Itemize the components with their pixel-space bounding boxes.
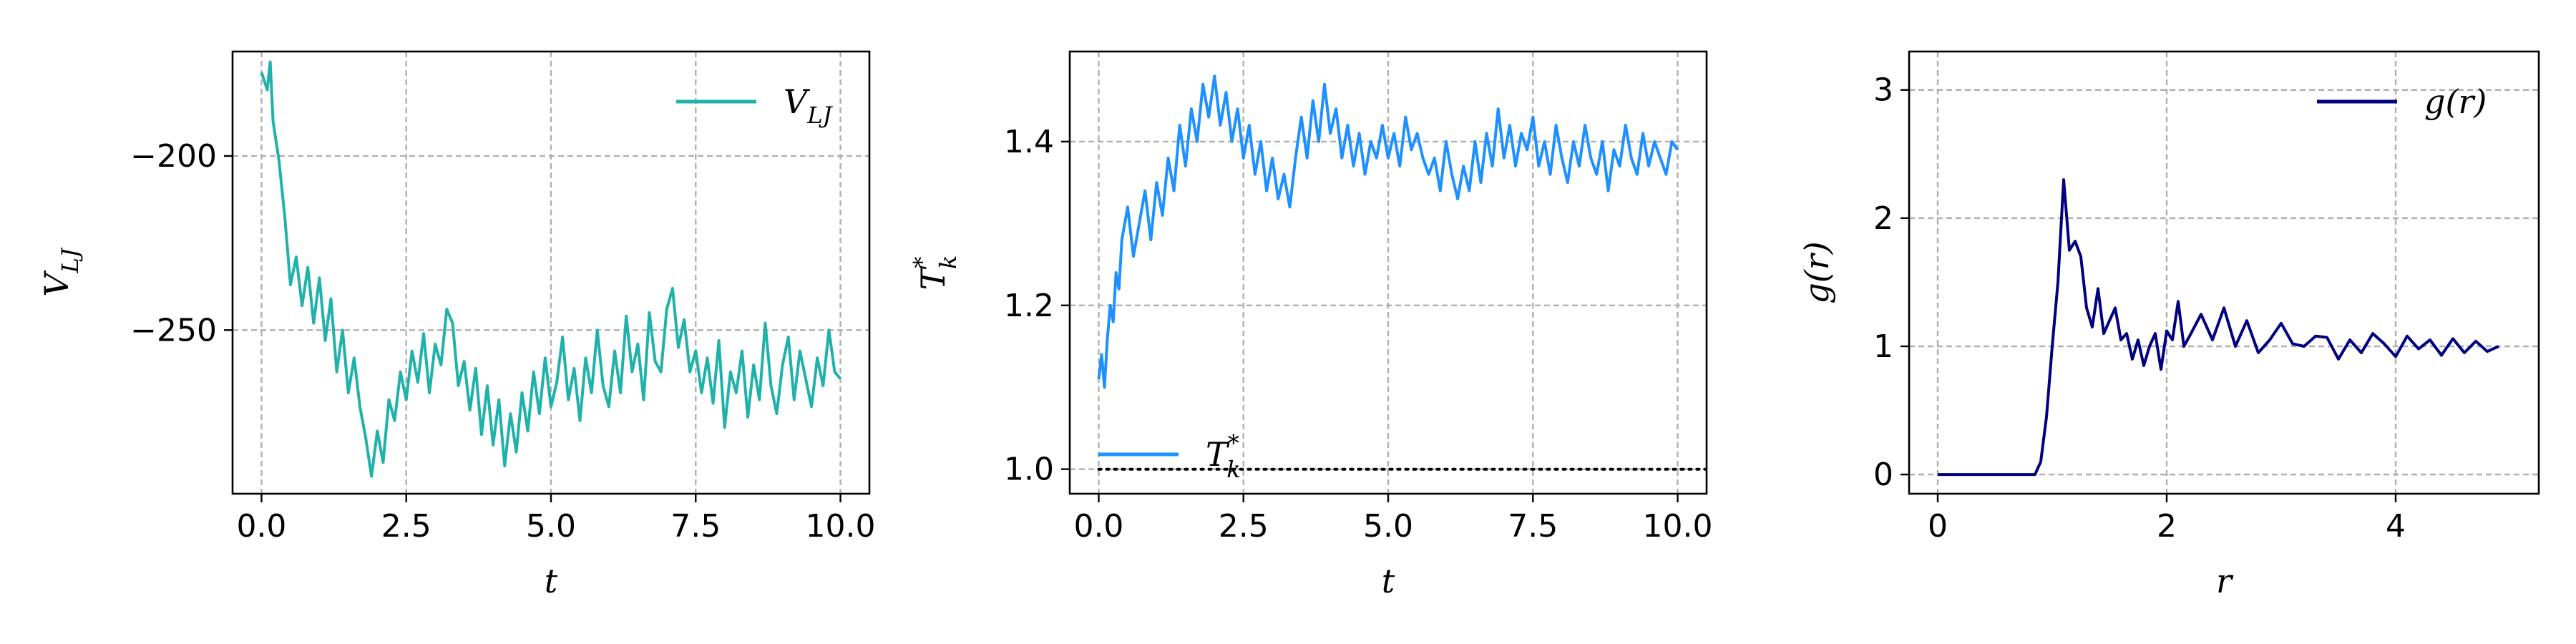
legend: T* k (1098, 429, 1241, 483)
legend-label: VLJ (784, 82, 834, 129)
x-tick-label: 5.0 (1363, 508, 1413, 545)
series-line-vlj (260, 60, 842, 478)
x-tick-label: 7.5 (670, 508, 721, 545)
legend: VLJ (676, 82, 834, 129)
x-axis-label: t (1382, 562, 1395, 600)
y-axis-label: g(r) (1797, 241, 1836, 303)
y-tick-label: 1 (1873, 328, 1893, 365)
x-axis-label: t (545, 562, 558, 600)
y-axis-label: VLJ (37, 247, 84, 297)
chart-panel-1: 0.0 2.5 5.0 7.5 10.0 −200 −250 t VLJ VLJ (37, 50, 876, 600)
x-axis-label: r (2216, 562, 2234, 600)
y-tick-label: 3 (1873, 72, 1893, 109)
legend-label: g(r) (2424, 82, 2487, 121)
y-tick-label: −250 (130, 312, 217, 348)
x-tick-label: 2 (2157, 508, 2177, 545)
y-tick-label: −200 (130, 138, 217, 175)
x-tick-label: 0.0 (236, 508, 286, 545)
plot-frame (1908, 50, 2540, 495)
x-tick-label: 4 (2386, 508, 2406, 545)
x-tick-label: 2.5 (381, 508, 431, 545)
x-tick-label: 0 (1928, 508, 1948, 545)
y-tick-label: 0 (1873, 457, 1893, 493)
legend: g(r) (2317, 82, 2487, 121)
y-tick-label: 1.4 (1004, 124, 1054, 160)
legend-label: T* k (1206, 429, 1241, 483)
y-tick-label: 1.2 (1004, 288, 1054, 324)
x-tick-label: 2.5 (1219, 508, 1269, 545)
x-tick-label: 7.5 (1508, 508, 1558, 545)
x-tick-label: 5.0 (526, 508, 576, 545)
series-line-gr (1938, 178, 2499, 477)
x-tick-label: 10.0 (806, 508, 876, 545)
x-tick-label: 10.0 (1643, 508, 1713, 545)
y-tick-label: 2 (1873, 200, 1893, 237)
y-axis-label: T*k (908, 255, 962, 291)
y-tick-label: 1.0 (1004, 452, 1054, 488)
chart-panel-3: 0 2 4 0 1 2 3 r g(r) g(r) (1797, 50, 2540, 600)
x-tick-label: 0.0 (1073, 508, 1123, 545)
chart-panel-2: 0.0 2.5 5.0 7.5 10.0 1.0 1.2 1.4 t T*k T* k (908, 50, 1713, 600)
series-line-tk (1097, 74, 1679, 389)
